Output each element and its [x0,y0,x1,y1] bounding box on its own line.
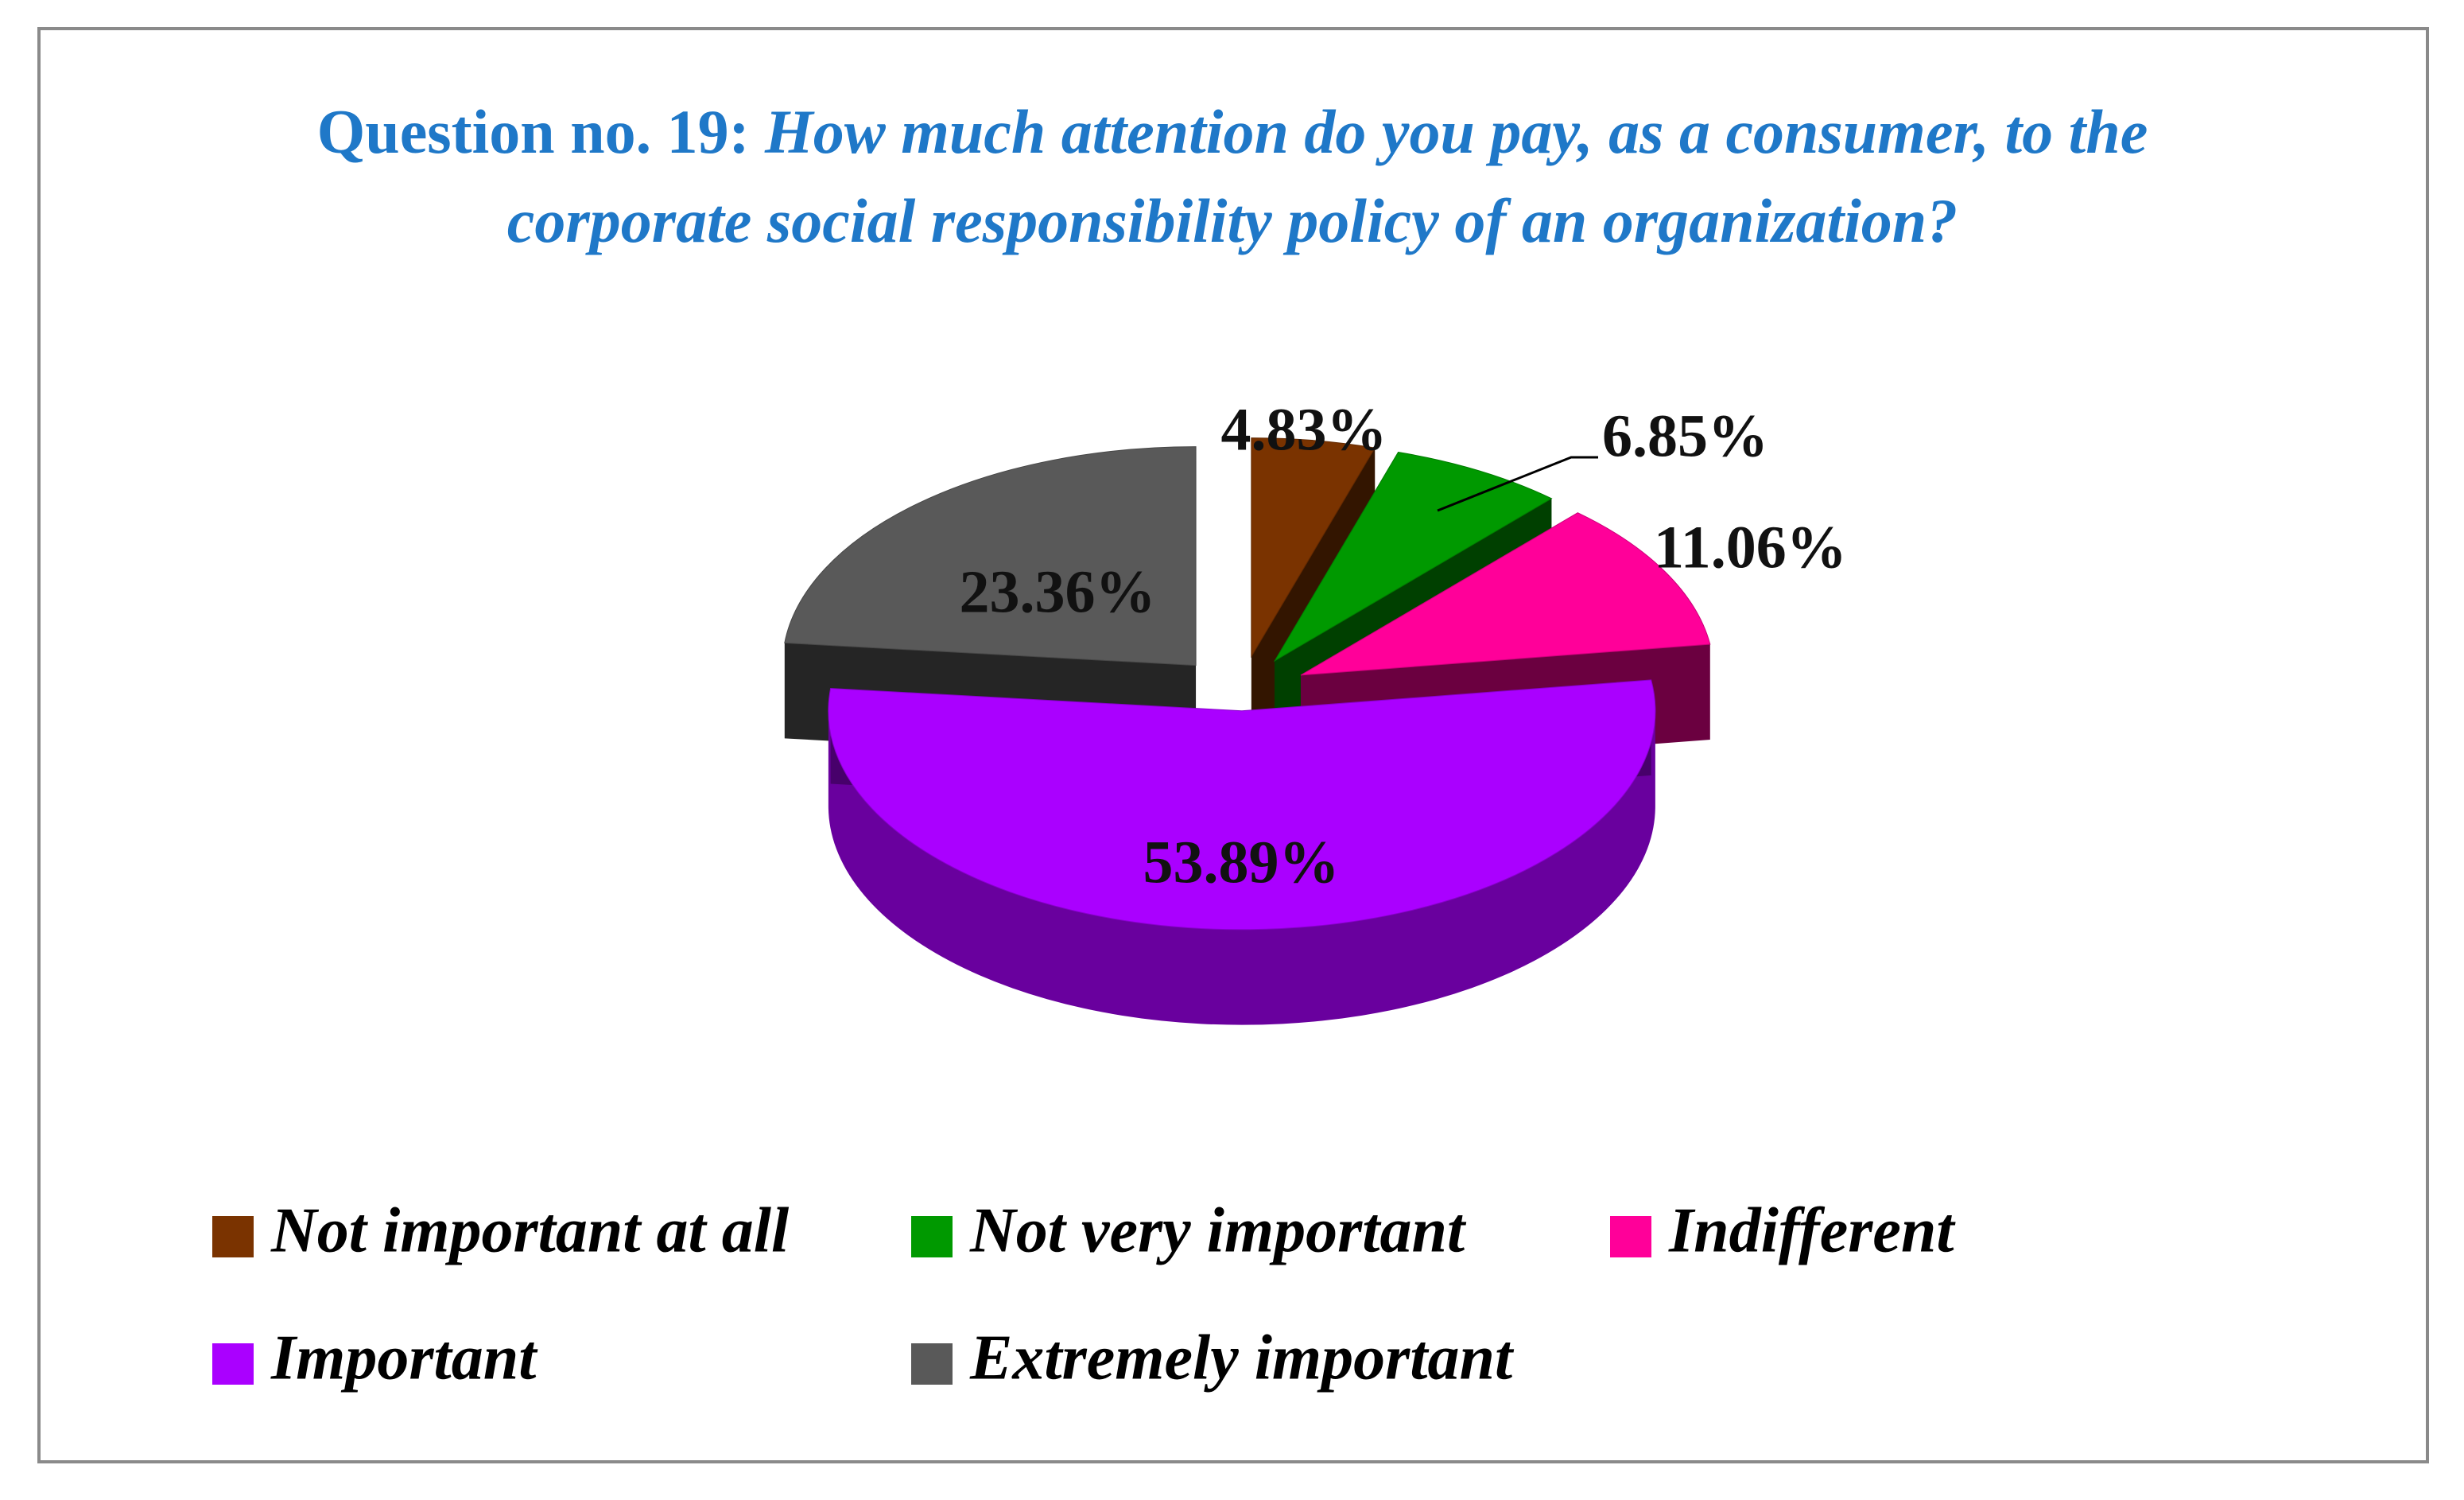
leader-line [1437,456,1598,512]
data-label: 4.83% [1221,396,1387,463]
legend-label: Not important at all [270,1195,790,1265]
legend-swatch [911,1343,953,1385]
slice-top [1251,437,1376,659]
legend-swatch [212,1216,254,1257]
legend-swatch [911,1216,953,1257]
title-prefix: Question no. 19: [316,97,750,166]
data-label: 23.36% [960,558,1156,625]
slice [828,679,1656,1025]
slice-top [784,446,1197,666]
legend-label: Important [270,1323,538,1393]
legend-swatch [1610,1216,1651,1257]
slice-top [828,679,1656,931]
legend-swatch [212,1343,254,1385]
slice-top [1273,451,1553,663]
title-question: How much attention do you pay, as a cons… [506,97,2148,255]
legend-label: Indifferent [1668,1195,1956,1265]
data-label: 11.06% [1654,514,1847,581]
data-label: 53.89% [1143,829,1340,896]
chart-title: Question no. 19: How much attention do y… [302,87,2163,266]
slice-side [828,710,1655,1025]
legend-label: Extremely important [969,1323,1515,1393]
data-label: 6.85% [1602,402,1768,469]
legend-label: Not very important [969,1195,1467,1265]
slice-top [1300,512,1711,676]
